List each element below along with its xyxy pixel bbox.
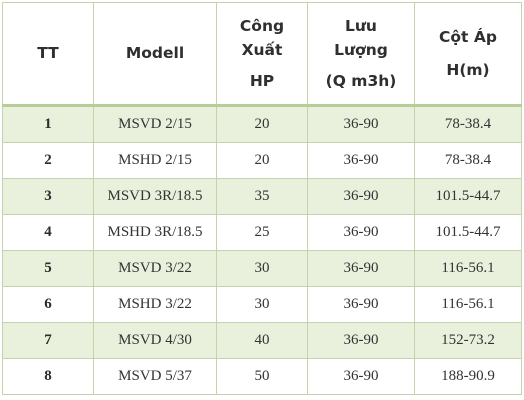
cell-flow: 36-90: [307, 250, 415, 287]
cell-tt: 2: [2, 142, 94, 179]
cell-head: 101.5-44.7: [414, 214, 522, 251]
cell-model: MSVD 3/22: [93, 250, 217, 287]
table-row: 3 MSVD 3R/18.5 35 36-90 101.5-44.7: [2, 178, 522, 215]
pump-spec-table: TT Modell Công Xuất HP Lưu Lượng (Q m3h)…: [2, 2, 522, 395]
table-row: 7 MSVD 4/30 40 36-90 152-73.2: [2, 322, 522, 359]
cell-tt: 4: [2, 214, 94, 251]
cell-model: MSVD 3R/18.5: [93, 178, 217, 215]
header-power-line1: Công: [239, 17, 285, 36]
cell-head: 101.5-44.7: [414, 178, 522, 215]
table-row: 1 MSVD 2/15 20 36-90 78-38.4: [2, 105, 522, 143]
cell-model: MSHD 3R/18.5: [93, 214, 217, 251]
cell-model: MSVD 4/30: [93, 322, 217, 359]
cell-hp: 40: [216, 322, 308, 359]
cell-tt: 6: [2, 286, 94, 323]
cell-hp: 50: [216, 358, 308, 395]
cell-tt: 8: [2, 358, 94, 395]
header-model: Modell: [93, 2, 217, 107]
table-row: 5 MSVD 3/22 30 36-90 116-56.1: [2, 250, 522, 287]
header-power: Công Xuất HP: [216, 2, 308, 107]
cell-head: 116-56.1: [414, 250, 522, 287]
header-flow-line1: Lưu: [345, 17, 377, 36]
cell-model: MSVD 2/15: [93, 105, 217, 143]
table-row: 6 MSHD 3/22 30 36-90 116-56.1: [2, 286, 522, 323]
cell-head: 78-38.4: [414, 105, 522, 143]
table-row: 4 MSHD 3R/18.5 25 36-90 101.5-44.7: [2, 214, 522, 251]
header-head-line1: Cột Áp: [439, 28, 497, 47]
cell-tt: 5: [2, 250, 94, 287]
header-tt-label: TT: [37, 44, 59, 63]
header-power-line2: Xuất: [241, 41, 283, 60]
header-head: Cột Áp H(m): [414, 2, 522, 107]
cell-model: MSHD 2/15: [93, 142, 217, 179]
table-row: 8 MSVD 5/37 50 36-90 188-90.9: [2, 358, 522, 395]
cell-flow: 36-90: [307, 178, 415, 215]
header-head-line2: H(m): [446, 60, 490, 79]
header-power-line3: HP: [249, 71, 275, 90]
header-flow-line3: (Q m3h): [325, 71, 397, 90]
cell-hp: 30: [216, 250, 308, 287]
cell-flow: 36-90: [307, 286, 415, 323]
cell-flow: 36-90: [307, 214, 415, 251]
cell-hp: 25: [216, 214, 308, 251]
header-flow-line2: Lượng: [334, 41, 388, 60]
header-tt: TT: [2, 2, 94, 107]
cell-head: 116-56.1: [414, 286, 522, 323]
cell-hp: 30: [216, 286, 308, 323]
cell-flow: 36-90: [307, 142, 415, 179]
cell-hp: 35: [216, 178, 308, 215]
table-row: 2 MSHD 2/15 20 36-90 78-38.4: [2, 142, 522, 179]
header-row: TT Modell Công Xuất HP Lưu Lượng (Q m3h)…: [2, 2, 522, 107]
header-flow: Lưu Lượng (Q m3h): [307, 2, 415, 107]
cell-hp: 20: [216, 105, 308, 143]
cell-head: 152-73.2: [414, 322, 522, 359]
cell-model: MSHD 3/22: [93, 286, 217, 323]
cell-flow: 36-90: [307, 105, 415, 143]
cell-hp: 20: [216, 142, 308, 179]
cell-head: 78-38.4: [414, 142, 522, 179]
cell-flow: 36-90: [307, 322, 415, 359]
cell-tt: 7: [2, 322, 94, 359]
header-model-label: Modell: [125, 44, 185, 63]
cell-tt: 1: [2, 105, 94, 143]
cell-model: MSVD 5/37: [93, 358, 217, 395]
cell-head: 188-90.9: [414, 358, 522, 395]
cell-tt: 3: [2, 178, 94, 215]
cell-flow: 36-90: [307, 358, 415, 395]
